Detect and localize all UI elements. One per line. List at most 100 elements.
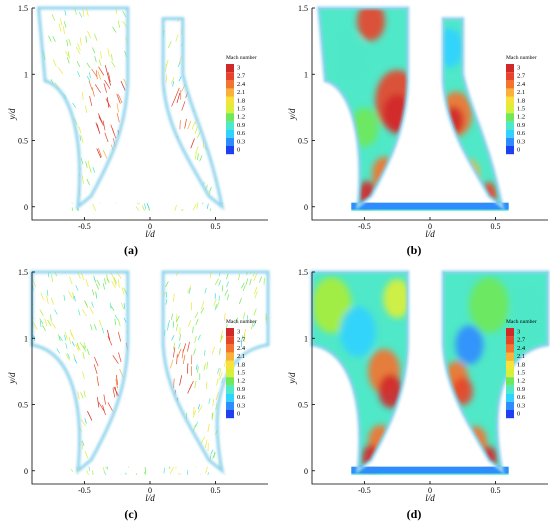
colorbar-label: 1.8 <box>237 97 245 104</box>
colorbar-swatch <box>226 360 234 369</box>
colorbar-label: 0 <box>517 411 520 418</box>
colorbar-label: 3 <box>237 65 240 72</box>
colorbar-label: 1.8 <box>237 361 245 368</box>
y-axis-label: y/d <box>287 108 297 120</box>
colorbar-label: 0.3 <box>517 402 525 409</box>
colorbar-label: 0 <box>237 411 240 418</box>
colorbar-label: 0.3 <box>237 138 245 145</box>
axes <box>31 8 268 221</box>
colorbar-label: 1.5 <box>237 370 245 377</box>
colorbar-swatch <box>226 401 234 410</box>
colorbar-label: 2.7 <box>237 337 246 344</box>
x-tick-label: -0.5 <box>358 222 371 231</box>
colorbar-swatch <box>226 146 234 155</box>
x-axis-label: l/d <box>425 229 435 239</box>
x-tick-label: 0 <box>428 222 432 231</box>
x-tick-label: -0.5 <box>78 486 91 495</box>
colorbar-swatch <box>226 72 234 81</box>
colorbar-swatch <box>506 410 514 419</box>
colorbar-swatch <box>506 96 514 105</box>
colorbar-title: Mach number <box>506 319 537 325</box>
x-axis-label: l/d <box>145 229 155 239</box>
colorbar-label: 0.3 <box>517 138 525 145</box>
colorbar-label: 0.6 <box>237 130 246 137</box>
y-tick-label: 1.5 <box>298 268 308 277</box>
colorbar-swatch <box>226 377 234 386</box>
colorbar-swatch <box>506 385 514 394</box>
colorbar-swatch <box>226 80 234 89</box>
colorbar-label: 3 <box>517 65 520 72</box>
colorbar-swatch <box>226 137 234 146</box>
y-tick-label: 0.5 <box>18 137 28 146</box>
colorbar-label: 2.4 <box>237 345 246 352</box>
colorbar-label: 2.1 <box>237 89 245 96</box>
colorbar-label: 1.2 <box>517 114 525 121</box>
y-axis-label: y/d <box>7 108 17 120</box>
y-tick-label: 1.5 <box>18 4 28 13</box>
colorbar-label: 0 <box>237 147 240 154</box>
colorbar-label: 1.2 <box>237 378 245 385</box>
colorbar-swatch <box>506 105 514 114</box>
panel-c: -0.5 0 0.5 0 0.5 1 1.5 l/d y/d Mach number 32.72.4… <box>7 268 270 521</box>
nozzle-walls <box>310 270 550 475</box>
subfigure-label: (c) <box>124 507 137 521</box>
colorbar-label: 2.1 <box>517 89 525 96</box>
y-axis-label: y/d <box>287 372 297 384</box>
y-tick-label: 1 <box>304 70 308 79</box>
colorbar-label: 1.2 <box>237 114 245 121</box>
colorbar-swatch <box>506 328 514 337</box>
x-tick-label: 0.5 <box>211 486 221 495</box>
y-tick-label: 1.5 <box>298 4 308 13</box>
axes <box>311 272 548 485</box>
colorbar-swatch <box>226 336 234 345</box>
colorbar-swatch <box>226 385 234 394</box>
colorbar-swatch <box>506 88 514 97</box>
nozzle-walls <box>30 270 270 475</box>
colorbar-swatch <box>226 129 234 138</box>
colorbar-swatch <box>506 401 514 410</box>
colorbar-swatch <box>226 64 234 73</box>
colorbar-swatch <box>226 352 234 361</box>
colorbar-swatch <box>506 393 514 402</box>
y-tick-label: 1 <box>24 70 28 79</box>
x-tick-label: 0.5 <box>491 486 501 495</box>
colorbar-swatch <box>506 72 514 81</box>
y-tick-label: 0 <box>24 467 28 476</box>
colorbar-label: 0.9 <box>237 122 245 129</box>
mach-colorbar: Mach number 32.72.42.11.8 1.51.20.90.60.3 0 <box>506 319 537 419</box>
colorbar-label: 2.7 <box>517 73 526 80</box>
colorbar-swatch <box>226 96 234 105</box>
y-tick-label: 1 <box>24 334 28 343</box>
colorbar-swatch <box>226 105 234 114</box>
colorbar-label: 0.3 <box>237 402 245 409</box>
colorbar-label: 2.7 <box>517 337 526 344</box>
subfigure-label: (b) <box>407 243 422 257</box>
y-tick-label: 0.5 <box>18 401 28 410</box>
x-axis-label: l/d <box>425 493 435 503</box>
x-tick-label: 0 <box>148 222 152 231</box>
y-axis-label: y/d <box>7 372 17 384</box>
colorbar-label: 0 <box>517 147 520 154</box>
nozzle-walls <box>316 6 505 211</box>
colorbar-swatch <box>226 344 234 353</box>
colorbar-label: 0.9 <box>517 386 525 393</box>
colorbar-label: 1.8 <box>517 97 525 104</box>
colorbar-swatch <box>226 393 234 402</box>
colorbar-swatch <box>506 344 514 353</box>
y-tick-label: 0.5 <box>298 401 308 410</box>
subfigure-label: (a) <box>124 243 138 257</box>
colorbar-swatch <box>226 410 234 419</box>
x-axis-label: l/d <box>145 493 155 503</box>
colorbar-label: 2.1 <box>517 353 525 360</box>
colorbar-label: 0.9 <box>517 122 525 129</box>
colorbar-swatch <box>226 88 234 97</box>
colorbar-label: 0.9 <box>237 386 245 393</box>
subfigure-label: (d) <box>407 507 422 521</box>
x-tick-label: 0.5 <box>211 222 221 231</box>
colorbar-swatch <box>506 121 514 130</box>
colorbar-label: 2.1 <box>237 353 245 360</box>
colorbar-swatch <box>506 369 514 378</box>
x-tick-label: -0.5 <box>78 222 91 231</box>
y-tick-label: 1 <box>304 334 308 343</box>
